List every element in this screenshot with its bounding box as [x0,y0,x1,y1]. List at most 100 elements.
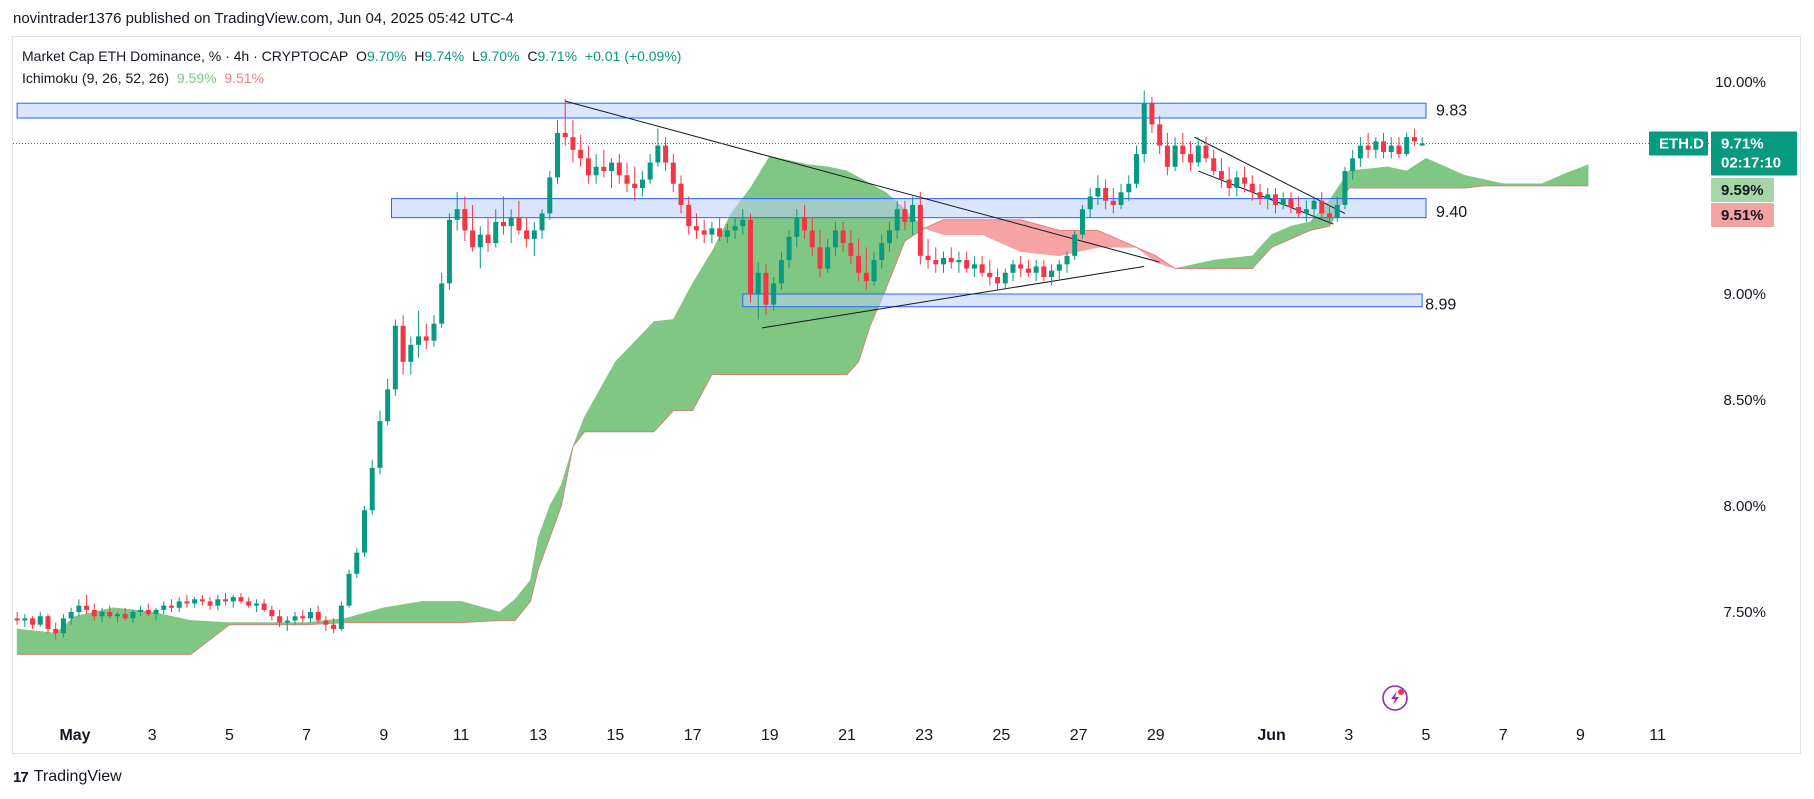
candle-body [138,609,144,612]
candle-body [477,234,483,248]
candle-body [45,616,51,629]
candle [647,154,653,184]
candle [1280,192,1286,210]
candle [446,213,452,290]
candle-body [1334,204,1340,218]
cloud-segment [530,537,539,602]
candle-body [740,219,746,227]
candle-body [300,616,306,619]
candle-body [717,228,723,237]
candle [176,597,182,612]
candle [1242,166,1248,193]
candle-body [1180,145,1186,155]
candle-body [416,336,422,345]
candle [1419,137,1425,146]
candle [169,599,174,612]
symbol-badge: ETH.D [1649,131,1708,156]
candle [624,162,630,193]
candle-body [192,599,198,604]
candle-body [578,149,584,159]
candle-body [832,230,838,248]
x-tick-label: 17 [684,727,702,744]
price-badges: ETH.D 9.71% 02:17:10 9.59% 9.51% [1649,131,1797,227]
candle-body [439,283,445,324]
candle-body [431,323,437,341]
candle [817,230,823,278]
candle-body [392,325,398,390]
span-b-badge-text: 9.51% [1721,207,1764,224]
candle-body [76,605,82,612]
candle-body [145,609,151,615]
cloud-segment [943,219,983,235]
candle-body [223,599,229,602]
x-tick-label: 11 [1649,727,1666,744]
span-a-badge-text: 9.59% [1721,182,1764,199]
zone-label: 9.83 [1436,103,1467,120]
candle [639,171,645,197]
candle-body [470,230,476,248]
x-tick-label: 13 [529,727,547,744]
candle-body [1195,145,1201,163]
open-value: 9.70% [366,48,407,64]
candle [462,196,468,241]
candle [91,603,97,621]
candle-body [1404,137,1410,155]
candle-body [1226,179,1232,188]
candle-body [1257,192,1263,199]
candle-body [1056,264,1062,271]
candle-body [995,277,1001,284]
x-tick-label: 23 [915,727,933,744]
candle-body [1342,171,1348,205]
cloud-segment [344,607,385,623]
candle [1319,192,1325,218]
candle-body [261,603,267,610]
candle-body [1249,183,1255,193]
candle [1049,264,1055,286]
x-tick-label: 27 [1070,727,1088,744]
candle [485,217,491,252]
candle [1195,137,1201,167]
cloud-segment [1425,157,1446,189]
candle [14,612,20,625]
candle-body [184,601,190,604]
zone-label: 8.99 [1425,296,1456,313]
candle-body [122,614,128,619]
candle [825,238,831,273]
candle [261,599,267,612]
candle-body [639,179,645,188]
candle-body [624,175,630,184]
candle [1134,145,1139,188]
candle-body [1079,209,1085,235]
candle [802,204,808,239]
candle [593,154,599,184]
candle [547,171,553,220]
trendline [565,100,1160,263]
candle [423,323,429,350]
bolt-icon[interactable] [1382,685,1408,711]
candle [1365,132,1371,159]
candle [369,459,375,515]
candle-body [1373,141,1379,150]
candle-body [1357,145,1363,159]
candle-body [1164,145,1170,167]
candle [956,251,962,273]
candle-body [794,217,800,237]
candle-body [1218,171,1224,180]
candle [786,230,792,269]
cloud-segment [1445,166,1465,189]
footer-brand[interactable]: 17 TradingView [13,768,122,786]
cloud-segment [1387,166,1407,189]
candle-body [84,605,90,610]
candle [1041,260,1047,282]
span-a-badge: 9.59% [1711,178,1774,202]
candle [910,196,916,235]
candle-body [1296,207,1302,214]
candle [678,175,684,214]
candle-body [1025,268,1031,273]
candle-body [1265,194,1271,199]
candle-body [284,620,290,623]
x-tick-label: 21 [838,727,856,744]
x-tick-label: 19 [761,727,779,744]
candle [184,595,190,608]
